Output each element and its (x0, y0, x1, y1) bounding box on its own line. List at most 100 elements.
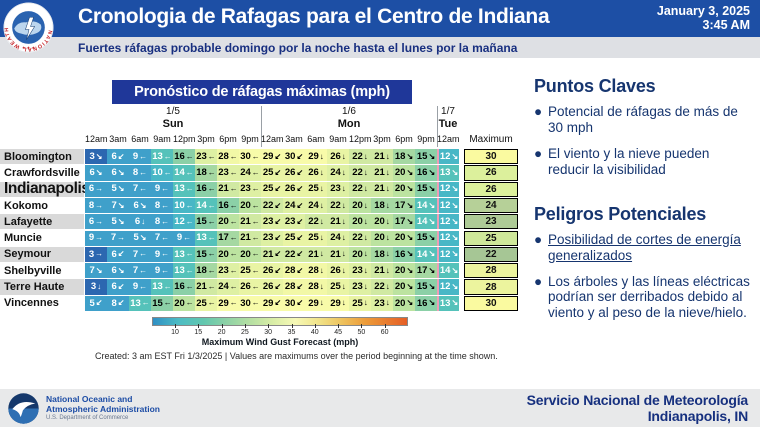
gust-cell: 6 ↓ (129, 214, 151, 230)
gust-value: 23 (196, 150, 207, 162)
gust-cell: 28 ← (217, 149, 239, 165)
gust-value: 26 (262, 264, 274, 276)
wind-direction-arrow-icon: ↙ (296, 233, 304, 243)
gust-cell: 22 ↓ (349, 149, 371, 165)
wind-direction-arrow-icon: ↘ (428, 298, 436, 308)
gust-cell: 21 ← (217, 181, 239, 197)
gust-value: 20 (218, 216, 229, 228)
wind-direction-arrow-icon: ↘ (95, 167, 103, 177)
wind-direction-arrow-icon: ← (251, 298, 260, 308)
gust-cell: 16 ↘ (415, 295, 437, 311)
gust-value: 7 (111, 199, 117, 211)
gust-value: 20 (374, 232, 385, 244)
gust-value: 22 (284, 248, 296, 260)
wind-direction-arrow-icon: ↓ (385, 249, 390, 259)
gust-cell: 12 ↘ (437, 230, 459, 246)
gust-cell: 22 ↓ (327, 197, 349, 214)
gust-value: 3 (89, 150, 95, 162)
gust-cell: 12 ↘ (437, 279, 459, 295)
city-label: Terre Haute (0, 279, 84, 295)
date-label: 1/6 (342, 106, 356, 117)
gust-value: 26 (284, 183, 296, 195)
gust-cell: 14 ↘ (415, 197, 437, 214)
office-line1: Servicio Nacional de Meteorología (526, 392, 749, 408)
gust-value: 9 (132, 150, 139, 162)
gust-value: 20 (394, 183, 406, 195)
gust-cell: 22 ↓ (349, 181, 371, 197)
gust-cell: 20 ↘ (393, 165, 415, 181)
gust-cell: 5 ↙ (85, 295, 107, 311)
gust-value: 16 (174, 281, 185, 293)
gust-cell: 7 → (107, 230, 129, 246)
gust-cell: 8 ← (151, 197, 173, 214)
gust-cell: 25 ↓ (327, 279, 349, 295)
wind-direction-arrow-icon: ← (207, 184, 216, 194)
gust-cell: 6 ↘ (107, 263, 129, 279)
wind-direction-arrow-icon: ↓ (319, 233, 324, 243)
gust-cell: 20 ↓ (349, 214, 371, 230)
gust-value: 21 (308, 248, 319, 260)
gust-cell: 12 ↘ (437, 197, 459, 214)
wind-direction-arrow-icon: ↘ (406, 249, 414, 259)
wind-direction-arrow-icon: ← (163, 298, 172, 308)
gust-value: 10 (152, 167, 163, 179)
gust-cell: 10 ← (151, 165, 173, 181)
gust-cell: 20 ↓ (349, 246, 371, 263)
gust-cell: 22 ↓ (305, 214, 327, 230)
gust-value: 17 (218, 232, 229, 244)
gust-value: 6 (111, 248, 117, 260)
max-gust-cell: 22 (464, 246, 518, 263)
gust-cell: 15 ← (151, 295, 173, 311)
gust-cell: 6 → (85, 214, 107, 230)
wind-direction-arrow-icon: ↙ (117, 249, 125, 259)
legend-tick-label: 10 (171, 329, 179, 336)
wind-direction-arrow-icon: ← (161, 200, 170, 210)
wind-direction-arrow-icon: ↓ (363, 233, 368, 243)
issue-datetime: January 3, 2025 3:45 AM (657, 4, 750, 32)
gust-value: 21 (196, 281, 207, 293)
wind-direction-arrow-icon: ↓ (341, 282, 346, 292)
day-label: Sun (162, 118, 184, 130)
gust-cell: 23 ← (217, 263, 239, 279)
gust-cell: 26 ↙ (261, 279, 283, 295)
wind-direction-arrow-icon: ↓ (97, 282, 102, 292)
gust-value: 14 (416, 199, 428, 211)
gust-cell: 3 ↓ (85, 279, 107, 295)
city-label: Indianapolis (0, 180, 90, 197)
gust-value: 17 (394, 216, 406, 228)
gust-value: 21 (374, 264, 385, 276)
legend-tick-label: 20 (217, 329, 226, 336)
gust-cell: 25 ← (239, 263, 261, 279)
gust-cell: 6 ↙ (107, 279, 129, 295)
gust-cell: 9 ← (173, 230, 195, 246)
gust-cell: 16 ↘ (393, 246, 415, 263)
wind-direction-arrow-icon: ↙ (117, 282, 125, 292)
gust-value: 26 (284, 167, 296, 179)
gust-value: 8 (111, 297, 117, 309)
max-gust-cell: 26 (464, 181, 518, 197)
gust-value: 13 (174, 264, 185, 276)
bullet-icon: ● (534, 231, 543, 247)
gust-cell: 14 ↘ (415, 214, 437, 230)
gust-value: 21 (374, 167, 385, 179)
gust-cell: 16 ← (173, 279, 195, 295)
gust-cell: 21 ← (239, 230, 261, 246)
wind-direction-arrow-icon: ↙ (296, 184, 304, 194)
gust-value: 23 (262, 216, 274, 228)
time-label: 9am (153, 134, 171, 144)
gust-cell: 12 ↘ (437, 149, 459, 165)
gust-cell: 6 ↙ (107, 246, 129, 263)
wind-direction-arrow-icon: ← (185, 265, 194, 275)
gust-value: 21 (374, 183, 385, 195)
legend-tick (221, 324, 223, 328)
wind-direction-arrow-icon: ← (229, 167, 238, 177)
time-label: 9pm (241, 134, 259, 144)
gust-value: 17 (416, 264, 428, 276)
gust-cell: 25 ↙ (261, 165, 283, 181)
gust-cell: 16 ↘ (415, 165, 437, 181)
gust-cell: 12 ← (173, 214, 195, 230)
gust-cell: 9 → (85, 230, 107, 246)
gust-cell: 25 ↓ (305, 181, 327, 197)
gust-value: 23 (330, 183, 341, 195)
wind-direction-arrow-icon: → (95, 200, 104, 210)
